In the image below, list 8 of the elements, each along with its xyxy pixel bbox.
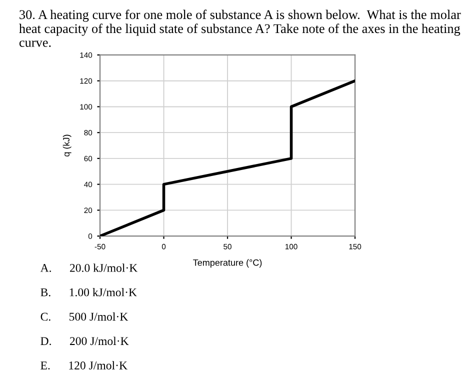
text: C. 500 J/mol·K [40, 312, 128, 321]
y-axis-title: q (kJ) [62, 134, 72, 156]
text: A. 20.0 kJ/mol·K [40, 264, 138, 272]
text: D. 200 J/mol·K [40, 336, 129, 346]
x-axis-title: Temperature (°C) [193, 259, 262, 268]
chart-title: 30. A heating curve for one mole of substance A is shown below. What is the molar heat capacity of the liquid state of substance A? Take note of the axes in the heating curve. [19, 10, 461, 47]
text: E. 120 J/mol·K [40, 361, 128, 370]
text: B. 1.00 kJ/mol·K [40, 288, 137, 296]
